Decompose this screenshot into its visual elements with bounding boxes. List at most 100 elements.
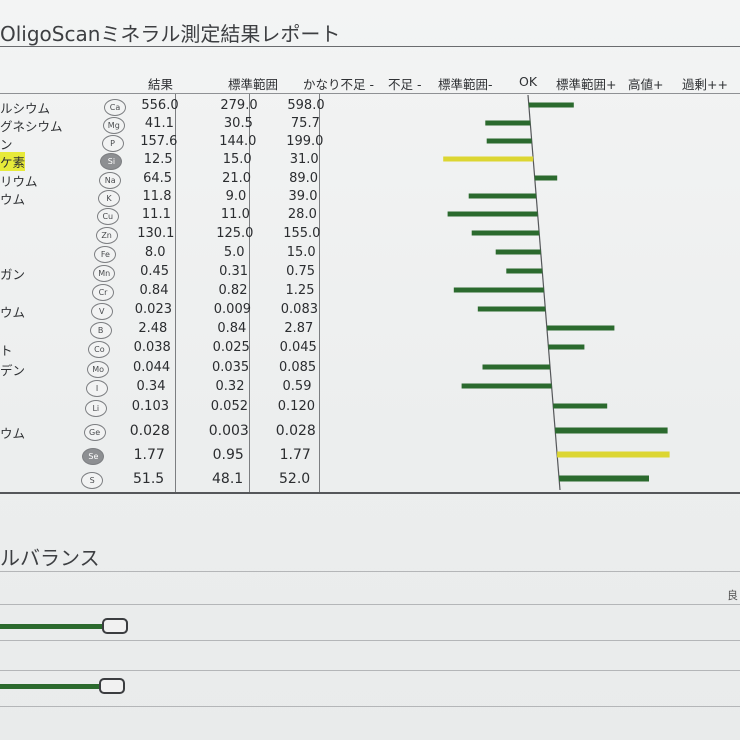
level-bar	[528, 102, 574, 108]
value-result: 64.5	[143, 171, 173, 186]
level-bar	[506, 268, 543, 274]
value-low: 0.84	[217, 321, 247, 336]
element-symbol-icon: Li	[84, 400, 107, 417]
balance-slider-track	[0, 624, 104, 629]
mineral-name: リウム	[0, 174, 38, 189]
level-bar	[453, 287, 544, 293]
level-bar	[546, 325, 615, 331]
value-result: 556.0	[141, 98, 179, 113]
value-high: 31.0	[289, 152, 319, 167]
element-symbol-icon: Cr	[92, 284, 114, 301]
element-symbol-icon: Se	[82, 448, 105, 465]
report-title: OligoScanミネラル測定結果レポート	[0, 22, 341, 46]
value-low: 0.31	[219, 264, 249, 279]
level-bar	[443, 156, 534, 162]
mineral-name: ン	[0, 137, 13, 152]
scale-header-range-plus: 標準範囲+	[556, 77, 617, 92]
mineral-name: ウム	[0, 192, 26, 207]
mineral-name: ウム	[0, 305, 26, 320]
balance-rule-3	[0, 640, 740, 641]
col-divider-3	[319, 94, 320, 492]
value-result: 0.044	[132, 360, 171, 375]
element-symbol-icon: Zn	[95, 227, 118, 244]
level-bar	[447, 211, 538, 217]
element-symbol-icon: Cu	[96, 208, 119, 225]
element-symbol-icon: Ge	[83, 424, 106, 441]
value-result: 0.038	[133, 340, 171, 355]
value-high: 39.0	[288, 189, 318, 204]
value-high: 1.25	[285, 283, 315, 298]
level-bar	[477, 306, 546, 312]
level-bar	[548, 344, 585, 350]
value-high: 0.59	[282, 379, 312, 394]
value-result: 8.0	[144, 245, 166, 260]
mineral-name: ト	[0, 343, 13, 358]
value-high: 28.0	[287, 207, 317, 222]
level-bar	[482, 364, 550, 370]
value-high: 75.7	[290, 116, 320, 131]
value-low: 9.0	[225, 189, 247, 204]
balance-slider-knob[interactable]	[101, 618, 128, 634]
value-result: 0.023	[134, 302, 172, 317]
value-result: 2.48	[138, 321, 168, 336]
level-bar	[495, 249, 541, 255]
balance-rule-4	[0, 670, 740, 671]
value-result: 51.5	[133, 471, 165, 487]
balance-rule-5	[0, 706, 740, 707]
value-high: 52.0	[279, 471, 311, 487]
value-high: 15.0	[286, 245, 316, 260]
value-low: 11.0	[220, 207, 250, 222]
scale-header-excess: 過剰++	[682, 77, 728, 92]
balance-title: ルバランス	[0, 546, 100, 570]
element-symbol-icon: Mn	[93, 265, 116, 282]
value-low: 125.0	[216, 226, 254, 241]
value-low: 279.0	[220, 98, 258, 113]
value-result: 11.8	[142, 189, 172, 204]
level-bar	[553, 403, 608, 409]
mineral-name: グネシウム	[0, 119, 63, 134]
element-symbol-icon: Ca	[104, 99, 126, 116]
value-result: 0.103	[131, 399, 169, 414]
scale-header-range-minus: 標準範囲-	[438, 77, 493, 92]
col-divider-1	[175, 94, 176, 492]
element-symbol-icon: P	[101, 135, 124, 152]
value-high: 0.045	[279, 340, 317, 355]
element-symbol-icon: K	[98, 190, 120, 207]
value-result: 130.1	[137, 226, 175, 241]
level-bar	[471, 230, 540, 236]
col-divider-2	[249, 94, 250, 492]
value-high: 0.085	[278, 360, 317, 375]
value-high: 89.0	[289, 171, 319, 186]
value-low: 0.95	[212, 447, 244, 463]
element-symbol-icon: Mg	[102, 117, 125, 134]
value-result: 0.84	[139, 283, 169, 298]
level-bar	[461, 383, 552, 389]
value-low: 144.0	[219, 134, 257, 149]
col-range-header: 標準範囲	[228, 77, 279, 92]
balance-slider-knob[interactable]	[99, 678, 126, 694]
value-low: 0.052	[210, 399, 248, 414]
scale-header-ok: OK	[519, 74, 538, 89]
value-low: 0.32	[215, 379, 245, 394]
value-high: 2.87	[284, 321, 314, 336]
value-low: 0.003	[208, 423, 249, 439]
level-bar	[468, 193, 537, 199]
col-result-header: 結果	[148, 77, 174, 92]
balance-slider-track	[0, 684, 102, 689]
header-rule	[0, 93, 740, 94]
value-low: 0.009	[213, 302, 251, 317]
mineral-name: デン	[0, 363, 26, 378]
value-high: 598.0	[287, 98, 325, 113]
element-symbol-icon: S	[81, 472, 104, 489]
value-result: 0.028	[129, 423, 170, 439]
value-high: 0.028	[275, 423, 316, 439]
level-bar	[534, 175, 558, 181]
element-symbol-icon: I	[86, 380, 108, 397]
element-symbol-icon: Co	[88, 341, 111, 358]
value-low: 5.0	[223, 245, 245, 260]
balance-rule-2	[0, 604, 740, 605]
value-high: 199.0	[286, 134, 324, 149]
scale-header-very-low: かなり不足 -	[303, 77, 374, 92]
table-bottom-rule	[0, 492, 740, 494]
value-result: 41.1	[144, 116, 174, 131]
